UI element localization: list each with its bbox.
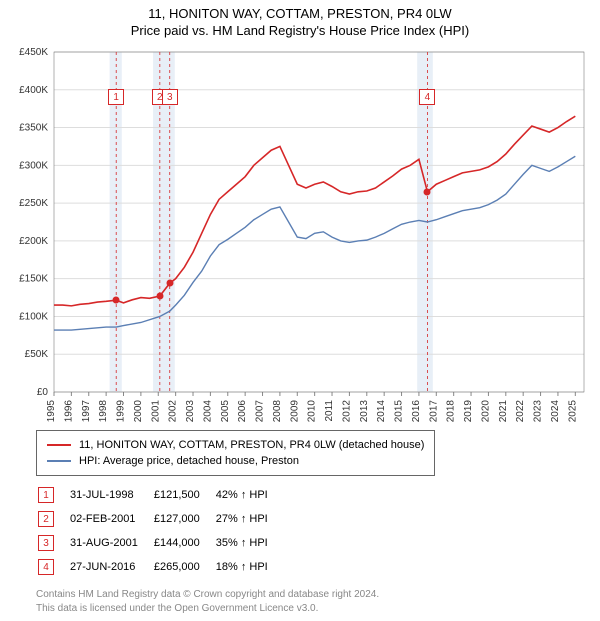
svg-text:£300K: £300K <box>19 160 48 171</box>
sale-hpi-delta: 35% ↑ HPI <box>216 532 282 554</box>
table-row: 2 02-FEB-2001£127,00027% ↑ HPI <box>38 508 282 530</box>
svg-text:1996: 1996 <box>63 400 74 423</box>
sale-hpi-delta: 27% ↑ HPI <box>216 508 282 530</box>
footer-line-1: Contains HM Land Registry data © Crown c… <box>36 588 590 602</box>
sale-hpi-delta: 42% ↑ HPI <box>216 484 282 506</box>
svg-text:2020: 2020 <box>480 400 491 423</box>
svg-text:£450K: £450K <box>19 47 48 58</box>
svg-text:2009: 2009 <box>289 400 300 423</box>
sale-price: £144,000 <box>154 532 214 554</box>
svg-text:2022: 2022 <box>515 400 526 423</box>
table-row: 1 31-JUL-1998£121,50042% ↑ HPI <box>38 484 282 506</box>
footer-attribution: Contains HM Land Registry data © Crown c… <box>36 588 590 615</box>
svg-text:2002: 2002 <box>168 400 179 423</box>
legend-label: HPI: Average price, detached house, Pres… <box>79 455 299 467</box>
sale-point-3 <box>166 280 173 287</box>
svg-text:£400K: £400K <box>19 85 48 96</box>
chart-area: £0 £50K £100K £150K £200K £250K £300K £350K £400… <box>10 44 590 424</box>
sale-point-1 <box>113 297 120 304</box>
sale-index-box: 3 <box>38 535 54 551</box>
sale-marker-4: 4 <box>419 89 435 105</box>
svg-text:2011: 2011 <box>324 400 335 422</box>
svg-text:2001: 2001 <box>150 400 161 423</box>
sale-point-2 <box>156 293 163 300</box>
svg-text:2023: 2023 <box>533 400 544 423</box>
sale-marker-1: 1 <box>108 89 124 105</box>
svg-text:2012: 2012 <box>341 400 352 423</box>
svg-text:2010: 2010 <box>307 400 318 423</box>
svg-text:£100K: £100K <box>19 311 48 322</box>
svg-text:2018: 2018 <box>446 400 457 423</box>
sale-date: 27-JUN-2016 <box>70 556 152 578</box>
sale-price: £265,000 <box>154 556 214 578</box>
svg-text:£150K: £150K <box>19 274 48 285</box>
sale-price: £121,500 <box>154 484 214 506</box>
svg-text:£200K: £200K <box>19 236 48 247</box>
svg-text:1997: 1997 <box>81 400 92 423</box>
sale-point-4 <box>424 188 431 195</box>
svg-text:£50K: £50K <box>25 349 49 360</box>
svg-text:2024: 2024 <box>550 400 561 423</box>
chart-title: 11, HONITON WAY, COTTAM, PRESTON, PR4 0L… <box>10 6 590 21</box>
sale-date: 31-AUG-2001 <box>70 532 152 554</box>
sale-index-box: 1 <box>38 487 54 503</box>
sale-price: £127,000 <box>154 508 214 530</box>
svg-text:£0: £0 <box>37 387 49 398</box>
legend-swatch <box>47 460 71 462</box>
svg-text:2015: 2015 <box>394 400 405 423</box>
sale-date: 31-JUL-1998 <box>70 484 152 506</box>
svg-text:1999: 1999 <box>116 400 127 423</box>
legend-item: 11, HONITON WAY, COTTAM, PRESTON, PR4 0L… <box>47 437 424 453</box>
table-row: 3 31-AUG-2001£144,00035% ↑ HPI <box>38 532 282 554</box>
sale-index-box: 2 <box>38 511 54 527</box>
legend: 11, HONITON WAY, COTTAM, PRESTON, PR4 0L… <box>36 430 435 476</box>
svg-text:2000: 2000 <box>133 400 144 423</box>
chart-subtitle: Price paid vs. HM Land Registry's House … <box>10 23 590 38</box>
svg-text:£350K: £350K <box>19 123 48 134</box>
svg-text:1998: 1998 <box>98 400 109 423</box>
table-row: 4 27-JUN-2016£265,00018% ↑ HPI <box>38 556 282 578</box>
svg-text:2008: 2008 <box>272 400 283 423</box>
svg-text:2021: 2021 <box>498 400 509 423</box>
svg-text:2014: 2014 <box>376 400 387 423</box>
svg-text:2025: 2025 <box>567 400 578 423</box>
sale-date: 02-FEB-2001 <box>70 508 152 530</box>
svg-text:2013: 2013 <box>359 400 370 423</box>
legend-swatch <box>47 444 71 446</box>
sale-index-box: 4 <box>38 559 54 575</box>
svg-text:2017: 2017 <box>428 400 439 423</box>
svg-text:2004: 2004 <box>202 400 213 423</box>
legend-label: 11, HONITON WAY, COTTAM, PRESTON, PR4 0L… <box>79 439 424 451</box>
svg-text:2003: 2003 <box>185 400 196 423</box>
legend-item: HPI: Average price, detached house, Pres… <box>47 453 424 469</box>
svg-text:2005: 2005 <box>220 400 231 423</box>
svg-text:2019: 2019 <box>463 400 474 423</box>
svg-text:2007: 2007 <box>255 400 266 423</box>
footer-line-2: This data is licensed under the Open Gov… <box>36 602 590 616</box>
svg-text:2006: 2006 <box>237 400 248 423</box>
sale-marker-3: 3 <box>162 89 178 105</box>
line-chart: £0 £50K £100K £150K £200K £250K £300K £350K £400… <box>10 44 590 424</box>
svg-text:£250K: £250K <box>19 198 48 209</box>
sales-table: 1 31-JUL-1998£121,50042% ↑ HPI 2 02-FEB-200… <box>36 482 284 580</box>
svg-text:1995: 1995 <box>46 400 57 423</box>
sale-hpi-delta: 18% ↑ HPI <box>216 556 282 578</box>
svg-text:2016: 2016 <box>411 400 422 423</box>
